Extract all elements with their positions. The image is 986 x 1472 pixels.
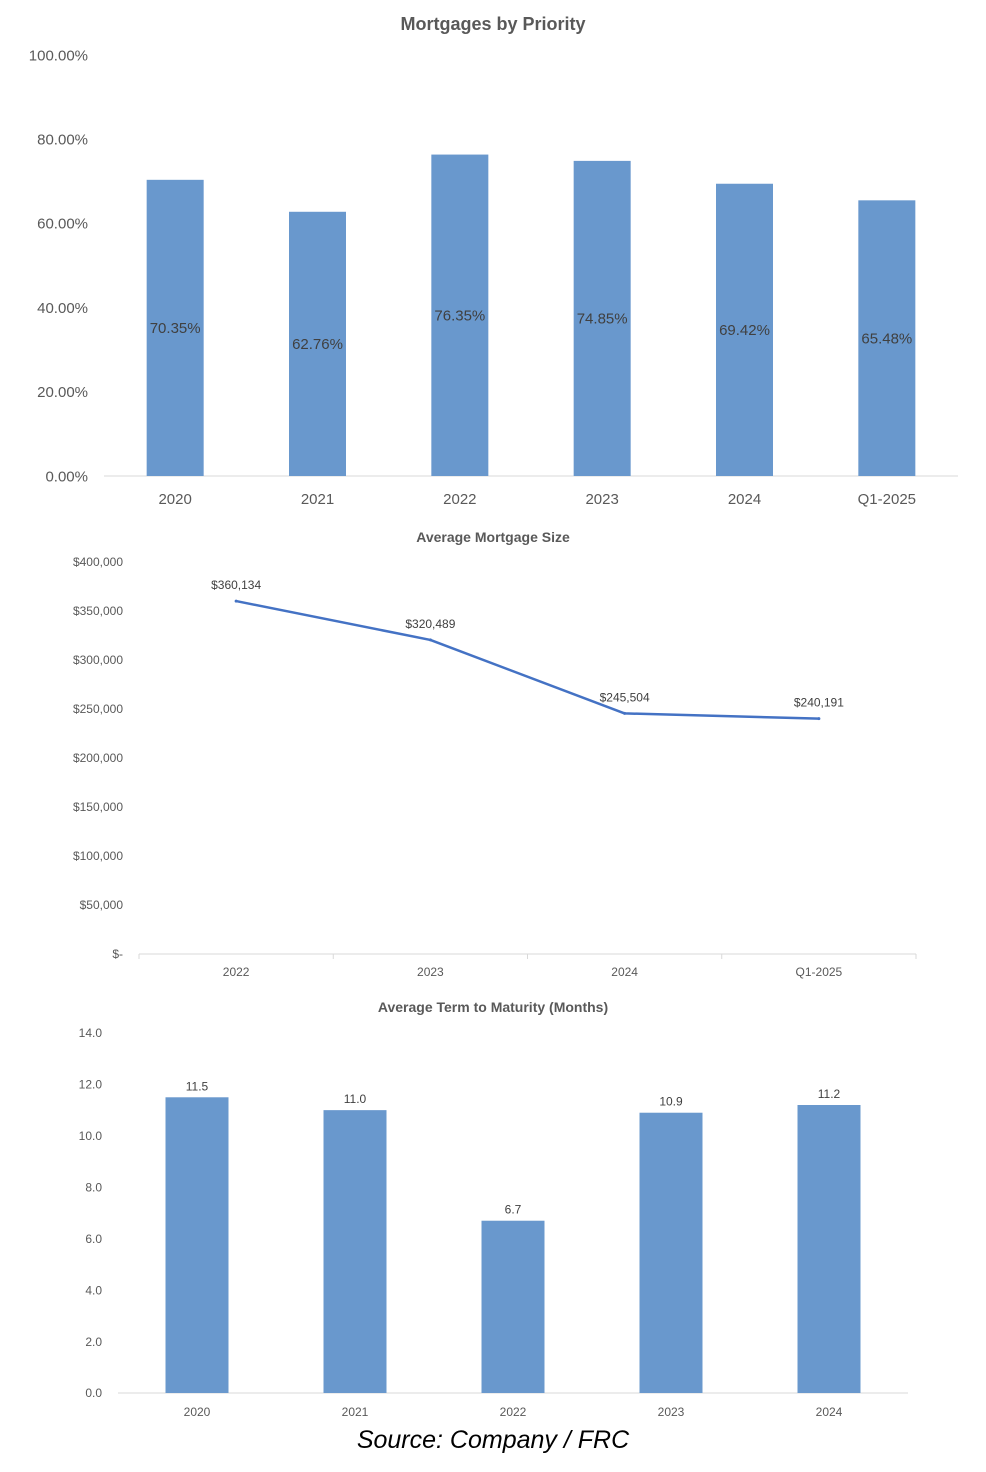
y-tick-label: $50,000: [80, 898, 124, 912]
y-tick-label: 40.00%: [37, 300, 88, 317]
data-point: [623, 711, 627, 715]
chart-title: Mortgages by Priority: [400, 14, 585, 34]
data-label: 69.42%: [719, 322, 770, 339]
y-tick-label: $200,000: [73, 751, 123, 765]
x-tick-label: 2022: [500, 1405, 527, 1419]
chart-title: Average Term to Maturity (Months): [378, 999, 608, 1015]
y-tick-label: $-: [112, 947, 123, 961]
data-label: 70.35%: [150, 320, 201, 337]
data-label: $320,489: [405, 617, 455, 631]
x-tick-label: Q1-2025: [858, 491, 916, 508]
data-label: 62.76%: [292, 336, 343, 353]
chart-title: Average Mortgage Size: [416, 529, 570, 545]
data-point: [428, 638, 432, 642]
y-tick-label: 2.0: [85, 1335, 102, 1349]
bar: [639, 1112, 703, 1393]
x-tick-label: 2020: [184, 1405, 211, 1419]
y-tick-label: $250,000: [73, 702, 123, 716]
y-tick-label: $150,000: [73, 800, 123, 814]
x-tick-label: 2021: [342, 1405, 369, 1419]
average-mortgage-size-chart: Average Mortgage Size $- $50,000 $100,000 $1…: [0, 522, 986, 992]
bar: [716, 183, 773, 476]
x-tick-label: Q1-2025: [796, 965, 843, 979]
bar: [797, 1105, 861, 1393]
y-tick-label: 0.00%: [45, 468, 88, 485]
y-tick-label: 80.00%: [37, 131, 88, 148]
y-tick-label: $400,000: [73, 555, 123, 569]
bar: [573, 160, 631, 476]
bar: [481, 1220, 545, 1393]
data-label: 11.0: [344, 1092, 367, 1106]
x-tick-label: 2024: [816, 1405, 843, 1419]
x-tick-label: 2022: [443, 491, 476, 508]
source-note: Source: Company / FRC: [356, 1426, 630, 1454]
chart-svg: Average Term to Maturity (Months) 0.0 2.0 4…: [79, 999, 908, 1419]
x-tick-label: 2023: [585, 491, 618, 508]
y-tick-label: 14.0: [79, 1026, 103, 1040]
bar: [146, 179, 204, 476]
chart-svg: Mortgages by Priority 0.00% 20.00% 40.00% 60…: [29, 14, 958, 508]
y-tick-label: 10.0: [79, 1129, 103, 1143]
x-tick-label: 2024: [611, 965, 638, 979]
data-label: 65.48%: [861, 330, 912, 347]
data-point: [817, 717, 821, 721]
x-tick-label: 2020: [158, 491, 191, 508]
data-label: $360,134: [211, 578, 261, 592]
y-tick-label: 12.0: [79, 1078, 103, 1092]
x-tick-label: 2021: [301, 491, 334, 508]
data-label: $240,191: [794, 696, 844, 710]
chart-svg: Average Mortgage Size $- $50,000 $100,000 $1…: [73, 529, 917, 979]
data-label: 76.35%: [434, 308, 485, 325]
x-tick-label: 2022: [223, 965, 250, 979]
data-label: 10.9: [659, 1095, 683, 1109]
data-point: [234, 599, 238, 603]
mortgages-by-priority-chart: Mortgages by Priority 0.00% 20.00% 40.00% 60…: [0, 0, 986, 522]
y-tick-label: 60.00%: [37, 216, 88, 233]
y-tick-label: 8.0: [85, 1180, 102, 1194]
x-tick-label: 2023: [417, 965, 444, 979]
x-tick-label: 2024: [728, 491, 761, 508]
y-tick-label: $350,000: [73, 604, 123, 618]
average-term-to-maturity-chart: Average Term to Maturity (Months) 0.0 2.0 4…: [0, 992, 986, 1432]
data-label: 6.7: [505, 1203, 522, 1217]
y-tick-label: 0.0: [85, 1386, 102, 1400]
data-label: 11.2: [818, 1087, 841, 1101]
bar: [858, 200, 916, 476]
y-tick-label: 20.00%: [37, 384, 88, 401]
series-line: [235, 599, 819, 720]
y-tick-label: 6.0: [85, 1232, 102, 1246]
data-label: 11.5: [186, 1079, 209, 1093]
bar: [323, 1110, 387, 1393]
x-tick-label: 2023: [658, 1405, 685, 1419]
bar: [289, 211, 346, 476]
y-tick-label: 4.0: [85, 1283, 102, 1297]
data-label: $245,504: [600, 690, 650, 704]
y-tick-label: $100,000: [73, 849, 123, 863]
y-tick-label: 100.00%: [29, 47, 88, 64]
y-tick-label: $300,000: [73, 653, 123, 667]
bar: [165, 1097, 229, 1393]
data-label: 74.85%: [577, 311, 628, 328]
bar: [431, 154, 489, 476]
